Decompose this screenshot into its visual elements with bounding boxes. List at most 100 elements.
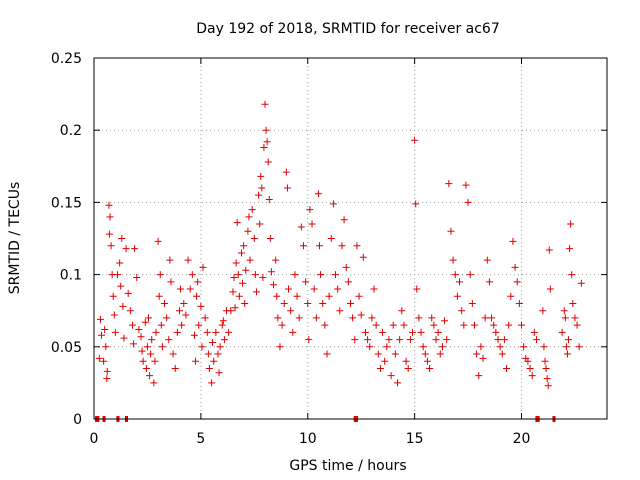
data-point [95, 354, 103, 362]
data-point [188, 271, 196, 279]
data-point [565, 336, 573, 344]
data-point [562, 343, 570, 351]
data-point [203, 328, 211, 336]
data-point [293, 292, 301, 300]
data-point [540, 343, 548, 351]
data-point [503, 364, 511, 372]
data-point [151, 357, 159, 365]
data-point [402, 357, 410, 365]
data-point [117, 282, 125, 290]
data-point [466, 271, 474, 279]
data-point [157, 321, 165, 329]
data-point [218, 321, 226, 329]
data-point [528, 372, 536, 380]
data-point [404, 364, 412, 372]
data-point [488, 314, 496, 322]
data-point [97, 331, 105, 339]
data-point [542, 364, 550, 372]
data-point [411, 136, 419, 144]
data-point [261, 100, 269, 108]
y-tick-label: 0.1 [60, 268, 82, 284]
data-point [417, 328, 425, 336]
data-point [566, 245, 574, 253]
data-point [396, 336, 404, 344]
data-point [394, 379, 402, 387]
y-axis: 0 0.05 0.1 0.15 0.2 0.25 [51, 51, 607, 428]
data-point [229, 288, 237, 296]
data-point [295, 314, 303, 322]
data-point [460, 321, 468, 329]
data-point [154, 237, 162, 245]
data-point [141, 318, 149, 326]
data-point [230, 273, 238, 281]
data-point [177, 285, 185, 293]
data-point [400, 321, 408, 329]
data-point [451, 271, 459, 279]
data-point [131, 245, 139, 253]
data-point [490, 321, 498, 329]
data-point [250, 235, 258, 242]
data-point [408, 328, 416, 336]
data-point [216, 343, 224, 351]
data-point [364, 336, 372, 344]
data-point [204, 350, 212, 358]
data-point [366, 343, 374, 351]
data-point [198, 343, 206, 351]
data-point [182, 311, 190, 319]
data-point [167, 278, 175, 286]
data-point [573, 321, 581, 329]
data-point [513, 278, 521, 286]
data-point [353, 242, 361, 250]
data-point [319, 299, 327, 307]
data-point [515, 299, 523, 307]
data-point [571, 314, 579, 322]
data-point [116, 259, 124, 267]
data-point [209, 338, 217, 346]
data-point [256, 220, 264, 228]
data-point [445, 180, 453, 188]
data-point [441, 317, 449, 325]
data-point [190, 331, 198, 339]
data-point [415, 314, 423, 322]
data-point [355, 292, 363, 300]
data-point [436, 350, 444, 358]
data-point [166, 256, 174, 264]
data-point [381, 357, 389, 365]
data-point [419, 343, 427, 351]
data-point [101, 325, 109, 333]
data-point [272, 256, 280, 264]
data-point [545, 246, 553, 254]
data-point [312, 314, 320, 322]
data-point [148, 336, 156, 344]
data-point [173, 328, 181, 336]
data-point [359, 253, 367, 261]
data-point [458, 307, 466, 315]
data-point [449, 256, 457, 264]
data-point [438, 343, 446, 351]
data-point [520, 343, 528, 351]
data-point [563, 350, 571, 358]
data-point [231, 304, 239, 312]
data-point [270, 281, 278, 289]
data-point [432, 336, 440, 344]
data-point [412, 200, 420, 208]
data-point [274, 314, 282, 322]
data-point [133, 273, 141, 281]
data-point [124, 289, 132, 297]
data-point [102, 343, 110, 351]
data-point [347, 299, 354, 307]
data-point [481, 314, 489, 322]
data-point [334, 285, 342, 293]
y-axis-label: SRMTID / TECUs [7, 182, 23, 295]
data-point [201, 314, 209, 322]
data-points [95, 100, 585, 390]
data-point [340, 216, 348, 224]
data-point [266, 235, 274, 242]
data-point [208, 379, 216, 387]
data-point [468, 299, 476, 307]
data-point [225, 328, 233, 336]
data-point [103, 367, 111, 375]
data-point [171, 364, 179, 372]
